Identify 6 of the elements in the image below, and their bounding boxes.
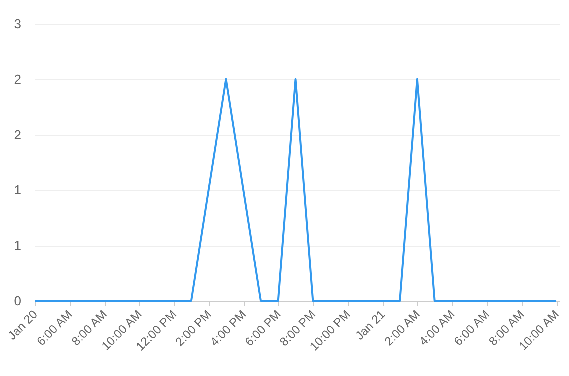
y-tick-label: 2 [14,127,22,142]
y-tick-label: 0 [14,294,22,308]
y-tick-label: 3 [14,16,22,32]
y-tick-label: 2 [14,72,22,87]
y-tick-label: 1 [14,182,22,198]
y-tick-label: 1 [14,238,22,254]
